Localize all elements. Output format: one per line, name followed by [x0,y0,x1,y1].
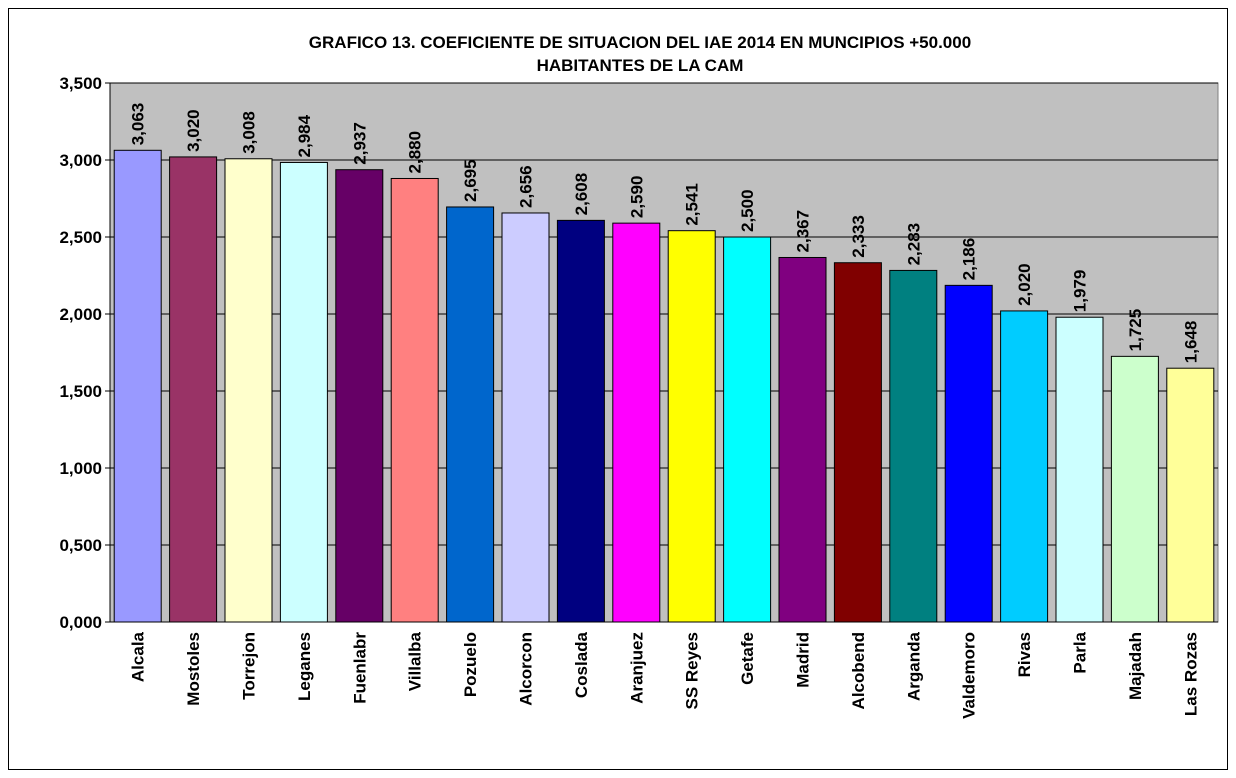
bar [778,256,827,623]
y-tick-label: 3,000 [59,151,102,170]
bar [889,269,938,623]
data-label: 2,937 [350,122,369,165]
data-label: 2,020 [1015,263,1034,306]
data-label: 2,656 [517,165,536,208]
data-label: 2,880 [406,131,425,174]
x-tick-label: Arganda [904,631,923,701]
data-label: 1,648 [1181,321,1200,364]
y-tick-label: 0,000 [59,613,102,632]
data-label: 2,500 [738,189,757,232]
chart-title: HABITANTES DE LA CAM [537,56,744,75]
bar [612,222,661,623]
x-tick-label: Getafe [738,632,757,685]
data-label: 3,063 [129,103,148,146]
chart-title: GRAFICO 13. COEFICIENTE DE SITUACION DEL… [309,33,971,52]
x-tick-label: Mostoles [184,632,203,706]
bar [390,177,439,623]
x-tick-label: Villalba [406,631,425,691]
x-tick-label: Madrid [794,632,813,688]
bar [944,284,993,623]
x-tick-label: Alcobend [849,632,868,709]
data-label: 2,590 [627,176,646,219]
x-tick-label: Alcala [129,631,148,682]
bar [113,149,162,623]
data-label: 1,725 [1126,309,1145,352]
data-label: 2,695 [461,159,480,202]
bar [1110,355,1159,623]
bar [501,212,550,623]
data-label: 3,008 [240,111,259,154]
y-tick-label: 2,000 [59,305,102,324]
x-tick-label: Rivas [1015,632,1034,677]
data-label: 1,979 [1071,270,1090,313]
data-label: 2,367 [794,210,813,253]
bar [1055,316,1104,623]
x-tick-label: Fuenlabr [350,632,369,704]
x-tick-label: Valdemoro [960,632,979,719]
data-label: 2,283 [904,223,923,266]
data-label: 2,608 [572,173,591,216]
x-tick-label: Majadah [1126,632,1145,700]
data-label: 2,186 [960,238,979,281]
bar [723,236,772,623]
data-label: 2,333 [849,215,868,258]
bar [446,206,495,623]
data-label: 2,984 [295,114,314,157]
bar [833,262,882,623]
data-label: 3,020 [184,109,203,152]
x-tick-label: SS Reyes [683,632,702,710]
y-tick-label: 1,000 [59,459,102,478]
bar [556,219,605,623]
x-tick-label: Pozuelo [461,632,480,697]
x-tick-label: Parla [1071,631,1090,673]
x-tick-label: Alcorcon [517,632,536,706]
x-tick-label: Las Rozas [1181,632,1200,716]
bar [279,161,328,623]
plot-area [109,82,1219,623]
x-tick-label: Torrejon [240,632,259,700]
bar [667,230,716,623]
bar [1166,367,1215,623]
bar [224,158,273,623]
x-tick-label: Coslada [572,631,591,698]
y-tick-label: 0,500 [59,536,102,555]
bar [335,169,384,623]
data-label: 2,541 [683,183,702,226]
y-tick-label: 3,500 [59,74,102,93]
x-tick-label: Aranjuez [627,632,646,704]
y-tick-label: 2,500 [59,228,102,247]
bar [1000,310,1049,623]
x-tick-label: Leganes [295,632,314,701]
bar [169,156,218,623]
y-tick-label: 1,500 [59,382,102,401]
